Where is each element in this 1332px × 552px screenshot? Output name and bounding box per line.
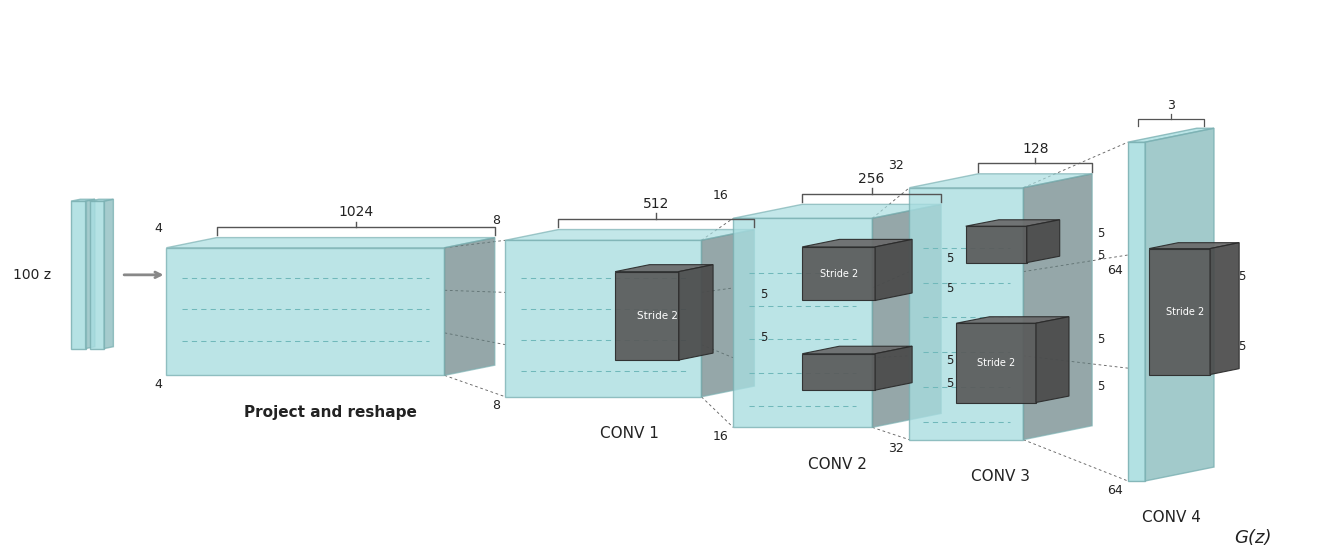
Text: 16: 16	[713, 429, 727, 443]
Text: Stride 2: Stride 2	[978, 358, 1015, 368]
Bar	[166, 248, 445, 375]
Text: CONV 4: CONV 4	[1142, 511, 1200, 526]
Polygon shape	[445, 237, 494, 375]
Bar	[1128, 142, 1146, 481]
Polygon shape	[615, 264, 713, 272]
Text: 32: 32	[888, 158, 904, 172]
Polygon shape	[1128, 128, 1213, 142]
Polygon shape	[872, 204, 942, 427]
Bar	[89, 201, 104, 348]
Bar	[505, 240, 702, 397]
Bar	[802, 354, 875, 390]
Polygon shape	[678, 264, 713, 360]
Polygon shape	[89, 199, 113, 201]
Text: Stride 2: Stride 2	[819, 269, 858, 279]
Polygon shape	[802, 240, 912, 247]
Text: 4: 4	[155, 222, 163, 236]
Text: 32: 32	[888, 442, 904, 455]
Polygon shape	[1146, 128, 1213, 481]
Text: 128: 128	[1022, 141, 1048, 156]
Text: 512: 512	[643, 197, 670, 211]
Text: CONV 1: CONV 1	[601, 426, 659, 441]
Polygon shape	[910, 174, 1092, 188]
Text: 8: 8	[492, 214, 500, 227]
Bar	[802, 247, 875, 300]
Polygon shape	[71, 199, 95, 201]
Polygon shape	[802, 346, 912, 354]
Text: 5: 5	[947, 377, 954, 390]
Text: 5: 5	[947, 252, 954, 265]
Polygon shape	[104, 199, 113, 348]
Bar	[910, 188, 1023, 440]
Polygon shape	[1150, 243, 1239, 248]
Polygon shape	[1027, 220, 1060, 263]
Text: 16: 16	[713, 189, 727, 202]
Text: 5: 5	[1237, 270, 1245, 283]
Text: G(z): G(z)	[1235, 529, 1272, 547]
Bar	[71, 201, 85, 348]
Polygon shape	[166, 237, 494, 248]
Polygon shape	[1209, 243, 1239, 375]
Polygon shape	[966, 220, 1060, 226]
Text: 5: 5	[1098, 227, 1104, 240]
Text: 64: 64	[1107, 264, 1123, 278]
Polygon shape	[733, 204, 942, 218]
Text: 256: 256	[858, 172, 884, 186]
Bar	[966, 226, 1027, 263]
Polygon shape	[875, 346, 912, 390]
Text: 5: 5	[1098, 380, 1104, 393]
Text: 1024: 1024	[338, 205, 373, 219]
Bar	[615, 272, 678, 360]
Polygon shape	[85, 199, 95, 348]
Text: 8: 8	[492, 399, 500, 412]
Text: 5: 5	[947, 354, 954, 367]
Bar	[733, 218, 872, 427]
Text: 64: 64	[1107, 484, 1123, 497]
Polygon shape	[1036, 317, 1070, 402]
Polygon shape	[875, 240, 912, 300]
Text: CONV 2: CONV 2	[807, 457, 867, 472]
Text: Stride 2: Stride 2	[637, 311, 678, 321]
Polygon shape	[505, 230, 754, 240]
Polygon shape	[956, 317, 1070, 323]
Text: 3: 3	[1167, 99, 1175, 112]
Text: 5: 5	[759, 331, 767, 344]
Text: 5: 5	[947, 282, 954, 295]
Text: 5: 5	[1098, 333, 1104, 346]
Text: 5: 5	[1237, 340, 1245, 353]
Text: Project and reshape: Project and reshape	[244, 405, 417, 420]
Text: CONV 3: CONV 3	[971, 469, 1030, 484]
Text: Stride 2: Stride 2	[1166, 306, 1204, 316]
Polygon shape	[702, 230, 754, 397]
Text: 5: 5	[1098, 248, 1104, 262]
Polygon shape	[1023, 174, 1092, 440]
Text: 4: 4	[155, 378, 163, 390]
Bar	[1150, 248, 1209, 375]
Text: 5: 5	[759, 288, 767, 301]
Bar	[956, 323, 1036, 402]
Text: 100 z: 100 z	[13, 268, 51, 282]
